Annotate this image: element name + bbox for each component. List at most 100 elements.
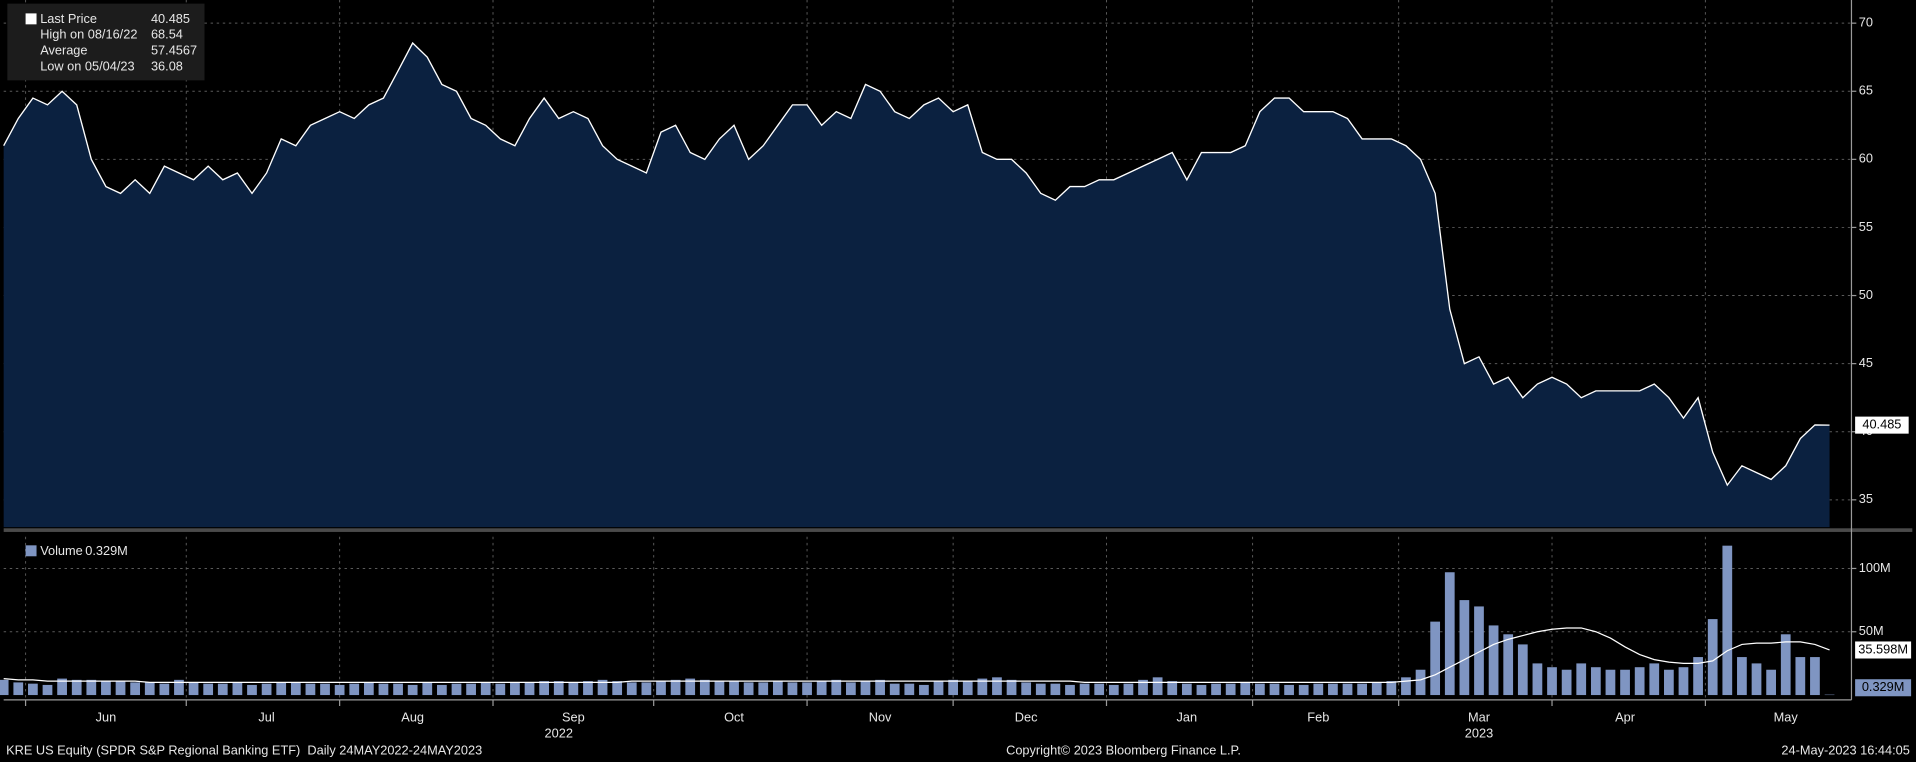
volume-bar — [1780, 634, 1791, 696]
volume-bar — [553, 681, 564, 696]
volume-bar — [363, 682, 374, 696]
legend-value: 68.54 — [151, 27, 183, 42]
volume-bar — [1634, 667, 1645, 696]
volume-bar — [1152, 677, 1163, 696]
x-tick-label: May — [1774, 710, 1799, 725]
volume-bar — [539, 681, 550, 696]
volume-bar — [174, 679, 184, 696]
legend-label: Last Price — [40, 11, 97, 26]
volume-bar — [714, 681, 725, 696]
volume-bar — [1722, 545, 1733, 696]
volume-bar — [1065, 684, 1075, 696]
volume-bar — [1386, 681, 1397, 696]
volume-bar — [1547, 667, 1557, 696]
volume-bar — [1079, 683, 1090, 696]
volume-bar — [334, 684, 345, 696]
volume-bar — [1459, 600, 1470, 696]
volume-bar — [1649, 663, 1660, 696]
volume-bar — [1255, 683, 1265, 696]
volume-bar — [641, 682, 652, 696]
legend-label: Volume — [40, 543, 83, 558]
x-tick-label: Aug — [401, 710, 424, 725]
volume-bar — [889, 683, 900, 696]
price-area — [3, 43, 1830, 528]
volume-bar — [1503, 634, 1514, 696]
volume-bar — [159, 683, 170, 696]
volume-bar — [758, 682, 769, 696]
volume-bar — [1678, 667, 1689, 696]
volume-bar — [670, 679, 681, 696]
volume-bar — [466, 683, 476, 696]
volume-bar — [1225, 683, 1236, 696]
volume-bar — [101, 681, 111, 696]
volume-bar — [1342, 683, 1353, 696]
volume-bar — [495, 683, 506, 696]
volume-bar — [568, 682, 579, 696]
volume-bar — [597, 679, 608, 696]
volume-tag — [1855, 679, 1912, 697]
volume-bar — [510, 682, 520, 696]
legend-swatch — [25, 13, 37, 25]
volume-bar — [948, 679, 958, 696]
volume-bar — [1021, 682, 1032, 696]
legend-value: 0.329M — [85, 543, 128, 558]
volume-bar — [1532, 663, 1543, 696]
volume-bar — [919, 684, 929, 696]
volume-bar — [583, 681, 593, 696]
volume-bar — [1123, 683, 1134, 696]
volume-bar — [1196, 684, 1207, 696]
volume-bar — [1415, 669, 1426, 696]
x-tick-label: Oct — [724, 710, 744, 725]
volume-bar — [1766, 669, 1776, 696]
volume-bar — [86, 679, 97, 696]
volume-bar — [349, 683, 360, 696]
average-tag — [1855, 641, 1912, 659]
x-tick-label: Jun — [96, 710, 117, 725]
volume-bar — [422, 682, 433, 696]
volume-bar — [451, 683, 462, 696]
volume-bar — [699, 679, 710, 696]
volume-bar — [1108, 684, 1119, 696]
legend-box — [7, 3, 205, 81]
price-line — [3, 41, 1830, 487]
legend-label: Average — [40, 42, 87, 57]
volume-bar — [1138, 679, 1148, 696]
volume-bar — [1006, 679, 1017, 696]
last-price-label: 40.485 — [1862, 417, 1901, 432]
legend-swatch — [25, 545, 37, 557]
volume-bar — [1313, 683, 1324, 696]
x-tick-label: Jan — [1177, 710, 1198, 725]
volume-bar — [1561, 669, 1572, 696]
last-price-tag — [1855, 416, 1909, 434]
volume-bar — [524, 682, 535, 696]
volume-bar — [1371, 682, 1382, 696]
footer-right: 24-May-2023 16:44:05 — [1781, 742, 1909, 757]
volume-bar — [743, 682, 754, 696]
volume-bar — [1167, 681, 1178, 696]
year-label: 2022 — [545, 725, 573, 740]
volume-bar — [1810, 657, 1820, 696]
volume-bar — [261, 683, 272, 696]
volume-bar — [188, 682, 199, 696]
y-tick-label: 70 — [1859, 15, 1873, 30]
volume-bar — [802, 682, 812, 696]
volume-bar — [904, 683, 915, 696]
volume-tag-label: 0.329M — [1862, 679, 1905, 694]
volume-bar — [772, 681, 783, 696]
volume-bar — [1707, 619, 1718, 696]
volume-bar — [875, 679, 885, 696]
volume-bar — [1620, 669, 1630, 696]
x-tick-label: Apr — [1615, 710, 1636, 725]
volume-bar — [626, 682, 637, 696]
volume-bar — [71, 679, 82, 696]
volume-bar — [144, 682, 155, 696]
volume-bar — [1050, 683, 1061, 696]
y-tick-label: 45 — [1859, 355, 1873, 370]
price-legend: Last Price 40.485 High on 08/16/22 68.54 Ave… — [7, 3, 205, 81]
volume-bar — [115, 681, 126, 696]
volume-bar — [305, 683, 316, 696]
volume-bar — [130, 682, 141, 696]
volume-bar — [1181, 683, 1192, 696]
volume-bar — [1298, 684, 1309, 696]
volume-bar — [1035, 683, 1046, 696]
